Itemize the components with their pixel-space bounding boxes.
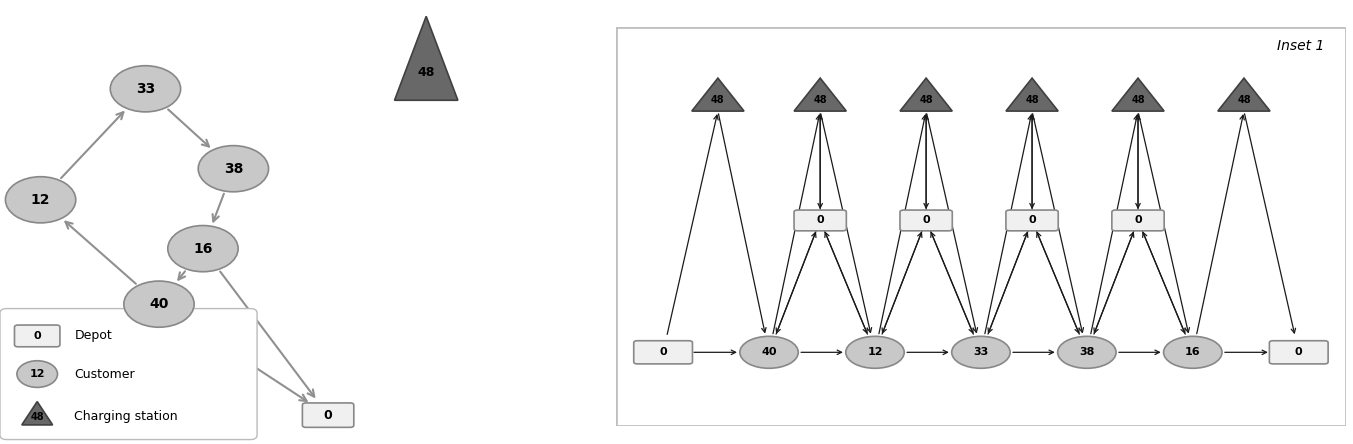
Text: 48: 48 — [30, 412, 45, 422]
Circle shape — [846, 337, 904, 369]
Text: 48: 48 — [1026, 95, 1039, 105]
Text: 33: 33 — [135, 82, 156, 96]
Text: 16: 16 — [193, 242, 212, 256]
Polygon shape — [900, 78, 953, 111]
FancyBboxPatch shape — [302, 403, 353, 427]
Circle shape — [18, 361, 57, 387]
Text: 48: 48 — [1131, 95, 1145, 105]
Polygon shape — [794, 78, 847, 111]
FancyBboxPatch shape — [1112, 210, 1164, 231]
FancyBboxPatch shape — [900, 210, 953, 231]
FancyBboxPatch shape — [1005, 210, 1058, 231]
Text: 0: 0 — [1028, 215, 1036, 226]
Text: Charging station: Charging station — [74, 409, 179, 423]
Circle shape — [198, 146, 268, 192]
Text: 12: 12 — [30, 369, 45, 379]
Circle shape — [123, 281, 195, 327]
Text: Inset 1: Inset 1 — [1277, 39, 1325, 53]
Text: 0: 0 — [323, 408, 333, 422]
Text: 16: 16 — [1185, 347, 1200, 357]
Polygon shape — [395, 16, 457, 100]
Polygon shape — [1112, 78, 1164, 111]
Polygon shape — [1218, 78, 1270, 111]
Text: 40: 40 — [762, 347, 777, 357]
Polygon shape — [691, 78, 744, 111]
Text: 48: 48 — [712, 95, 725, 105]
Text: 48: 48 — [813, 95, 827, 105]
FancyBboxPatch shape — [633, 341, 693, 364]
Polygon shape — [1005, 78, 1058, 111]
Text: 0: 0 — [659, 347, 667, 357]
Text: 48: 48 — [418, 66, 434, 79]
Text: 48: 48 — [919, 95, 934, 105]
Text: 12: 12 — [867, 347, 882, 357]
Text: 0: 0 — [34, 331, 41, 341]
Text: 0: 0 — [923, 215, 930, 226]
Circle shape — [1164, 337, 1222, 369]
Text: 40: 40 — [149, 297, 169, 311]
Circle shape — [1058, 337, 1116, 369]
Circle shape — [110, 66, 180, 112]
Text: 0: 0 — [816, 215, 824, 226]
Text: Customer: Customer — [74, 368, 135, 381]
Circle shape — [5, 177, 76, 223]
Text: 0: 0 — [1134, 215, 1142, 226]
Text: 33: 33 — [973, 347, 989, 357]
Text: 0: 0 — [1295, 347, 1303, 357]
FancyBboxPatch shape — [1269, 341, 1329, 364]
Polygon shape — [22, 401, 53, 425]
FancyBboxPatch shape — [15, 325, 60, 347]
Text: 38: 38 — [1080, 347, 1095, 357]
Text: 38: 38 — [223, 162, 244, 176]
Text: Depot: Depot — [74, 329, 112, 342]
Circle shape — [168, 226, 238, 272]
FancyBboxPatch shape — [794, 210, 847, 231]
FancyBboxPatch shape — [616, 27, 1346, 426]
Text: 12: 12 — [31, 193, 50, 207]
Circle shape — [951, 337, 1011, 369]
Circle shape — [740, 337, 798, 369]
FancyBboxPatch shape — [0, 309, 257, 440]
Text: 48: 48 — [1237, 95, 1250, 105]
